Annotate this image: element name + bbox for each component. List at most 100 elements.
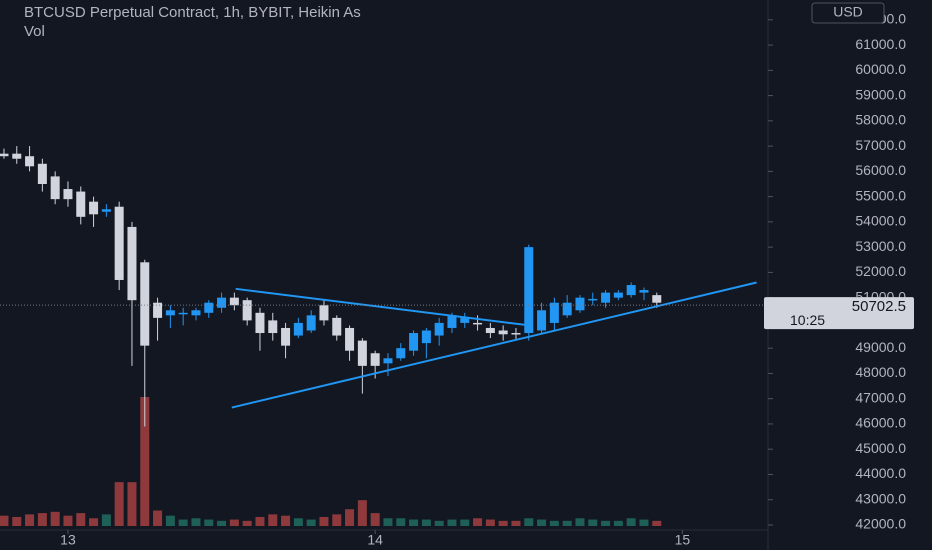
x-tick-label: 14: [367, 532, 383, 548]
candle-body: [421, 330, 431, 344]
y-tick-label: 46000.0: [855, 415, 906, 431]
y-tick-label: 48000.0: [855, 364, 906, 380]
volume-bar: [101, 514, 111, 526]
candle-body: [498, 330, 508, 335]
y-tick-label: 57000.0: [855, 137, 906, 153]
y-tick-label: 44000.0: [855, 465, 906, 481]
trend-line: [231, 281, 757, 409]
volume-bar: [473, 518, 483, 526]
candle-body: [204, 302, 214, 313]
x-tick-label: 13: [60, 532, 76, 548]
volume-bar: [293, 518, 303, 526]
volume-bar: [114, 482, 124, 526]
volume-bar: [63, 515, 73, 526]
y-tick-label: 52000.0: [855, 263, 906, 279]
candle-body: [255, 312, 265, 334]
volume-bar: [37, 513, 47, 526]
volume-bar: [255, 516, 265, 526]
candle-body: [447, 315, 457, 328]
volume-bar: [89, 518, 99, 526]
volume-bar: [217, 520, 227, 526]
candle-body: [357, 340, 367, 366]
candle-body: [473, 322, 483, 325]
volume-bar: [76, 513, 86, 526]
volume-bar: [229, 519, 239, 526]
volume-bar: [421, 519, 431, 526]
volume-bar: [165, 515, 175, 526]
volume-bar: [485, 519, 495, 526]
volume-bar: [242, 520, 252, 526]
candle-body: [601, 292, 611, 303]
candle-body: [229, 297, 239, 306]
countdown-label: 10:25: [790, 312, 825, 328]
volume-bar: [498, 520, 508, 526]
candle-body: [485, 327, 495, 334]
candle-body: [114, 206, 124, 280]
y-tick-label: 42000.0: [855, 516, 906, 532]
candle-body: [217, 297, 227, 308]
candle-body: [63, 189, 73, 200]
candle-body: [460, 317, 470, 323]
candle-body: [50, 176, 60, 200]
volume-bar: [281, 515, 291, 526]
volume-bar: [153, 510, 163, 526]
candle-body: [524, 247, 534, 334]
volume-bar: [626, 518, 636, 526]
candle-body: [306, 315, 316, 331]
candle-body: [588, 298, 598, 301]
last-price-label: 50702.5: [852, 298, 906, 315]
volume-bar: [588, 519, 598, 526]
candle-body: [268, 320, 278, 334]
volume-bar: [537, 519, 547, 526]
candle-body: [409, 333, 419, 351]
volume-bar: [332, 514, 342, 526]
y-tick-label: 45000.0: [855, 440, 906, 456]
volume-bar: [345, 509, 355, 526]
candle-body: [281, 327, 291, 346]
candle-body: [626, 285, 636, 296]
candle-body: [242, 300, 252, 321]
candle-body: [345, 327, 355, 351]
candle-body: [434, 322, 444, 336]
volume-bar: [178, 519, 188, 526]
volume-bar: [575, 518, 585, 526]
y-tick-label: 61000.0: [855, 36, 906, 52]
candle-body: [652, 295, 662, 303]
candle-body: [165, 310, 175, 316]
volume-bar: [306, 519, 316, 526]
volume-bar: [204, 519, 214, 526]
y-tick-label: 54000.0: [855, 213, 906, 229]
volume-bar: [383, 518, 393, 526]
candle-body: [37, 163, 47, 184]
volume-bar: [370, 513, 380, 526]
volume-bar: [549, 520, 559, 526]
volume-bar: [524, 518, 534, 526]
y-tick-label: 56000.0: [855, 162, 906, 178]
volume-bar: [562, 520, 572, 526]
y-tick-label: 53000.0: [855, 238, 906, 254]
candle-body: [370, 353, 380, 366]
candle-body: [549, 302, 559, 323]
volume-bar: [639, 519, 649, 526]
volume-bar: [396, 518, 406, 526]
volume-bar: [127, 482, 137, 526]
y-tick-label: 58000.0: [855, 112, 906, 128]
volume-bar: [613, 520, 623, 526]
volume-bar: [434, 520, 444, 526]
currency-button[interactable]: [811, 2, 885, 24]
volume-bar: [357, 500, 367, 526]
candle-body: [25, 156, 35, 167]
candle-body: [127, 226, 137, 301]
candle-body: [639, 290, 649, 293]
candle-body: [575, 297, 585, 311]
volume-bar: [0, 515, 9, 526]
volume-bar: [319, 516, 329, 526]
volume-bar: [601, 520, 611, 526]
candle-body: [0, 153, 9, 157]
currency-label[interactable]: USD: [833, 4, 863, 20]
volume-bar: [409, 519, 419, 526]
candle-body: [178, 312, 188, 315]
volume-bar: [25, 514, 35, 526]
